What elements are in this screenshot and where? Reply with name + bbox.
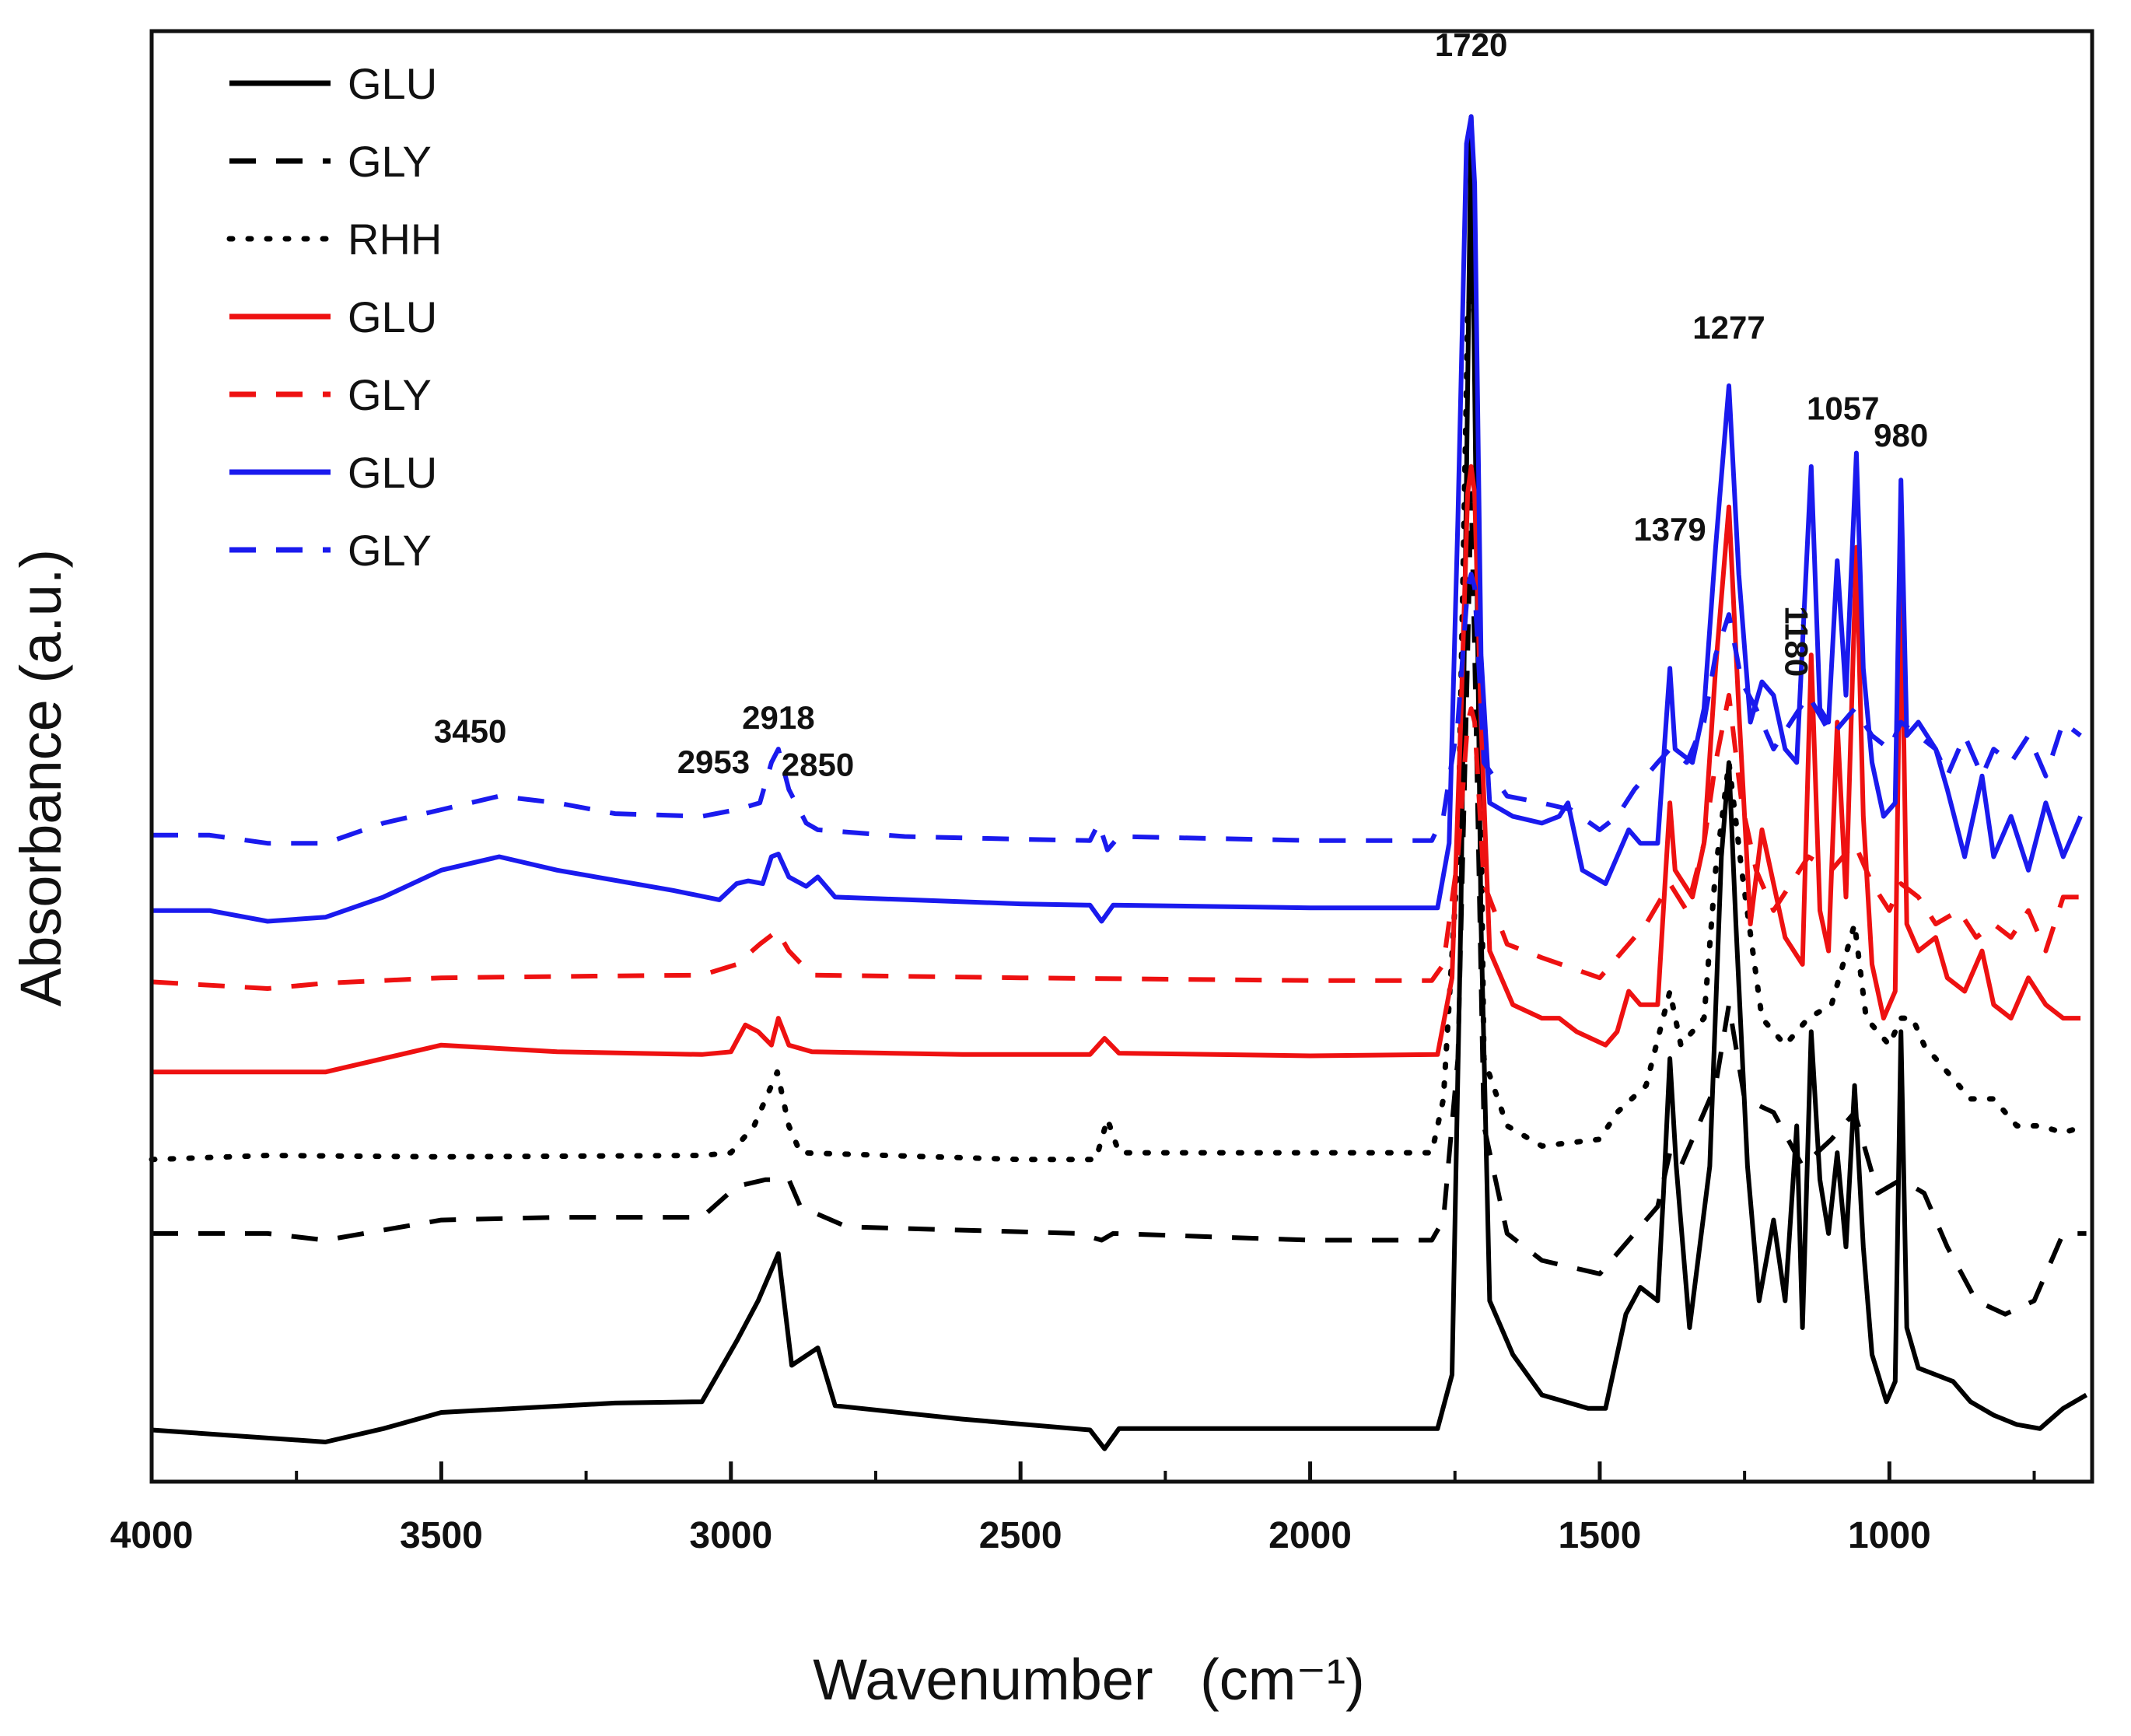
series-layer [149, 114, 2090, 1451]
y-axis-title: Absorbance (a.u.) [9, 549, 73, 1006]
peak-label-2850: 2850 [782, 747, 854, 783]
peak-label-980: 980 [1874, 417, 1928, 453]
series-line-blue-gly-dashed [152, 572, 2082, 852]
peak-label-1057: 1057 [1807, 390, 1879, 426]
series-line-black-glu-solid [151, 114, 2088, 1451]
legend-label-blue-glu: GLU [348, 448, 437, 497]
legend-label-black-gly: GLY [348, 137, 432, 186]
legend-label-red-glu: GLU [348, 292, 437, 341]
legend: GLU GLY RHH GLU GLY GLU GLY [226, 59, 442, 575]
x-tick-label: 3000 [689, 1515, 772, 1556]
series-line-blue-glu-solid [152, 114, 2083, 924]
plot-frame [149, 29, 2094, 1484]
x-tick-label: 2500 [979, 1515, 1062, 1556]
x-axis-title: Wavenumber (cm⁻¹) [813, 1647, 1365, 1712]
legend-label-black-glu: GLU [348, 59, 437, 108]
peak-label-1180: 1180 [1778, 606, 1814, 677]
x-tick-label: 1500 [1559, 1515, 1642, 1556]
series-line-red-gly-dashed [151, 692, 2087, 991]
legend-label-black-rhh: RHH [348, 215, 442, 264]
x-tick-label: 3500 [400, 1515, 483, 1556]
peak-label-2953: 2953 [677, 744, 750, 780]
series-line-red-glu-solid [152, 464, 2081, 1075]
x-axis-ticks: 4000 3500 3000 2500 2000 1500 1000 [110, 1461, 2036, 1556]
x-tick-label: 1000 [1848, 1515, 1931, 1556]
peak-label-1379: 1379 [1633, 511, 1706, 548]
peak-label-1277: 1277 [1692, 309, 1765, 345]
x-axis-title-unit: (cm⁻¹) [1200, 1647, 1365, 1712]
x-tick-label: 2000 [1268, 1515, 1352, 1556]
legend-label-red-gly: GLY [348, 370, 432, 419]
legend-label-blue-gly: GLY [348, 526, 432, 575]
series-line-black-gly-dashed [152, 491, 2087, 1317]
series-line-black-rhh-dotted [149, 275, 2090, 1163]
peak-label-2918: 2918 [742, 699, 814, 736]
x-tick-label: 4000 [110, 1515, 194, 1556]
x-axis-title-text: Wavenumber [813, 1647, 1153, 1712]
peak-label-3450: 3450 [434, 712, 506, 749]
